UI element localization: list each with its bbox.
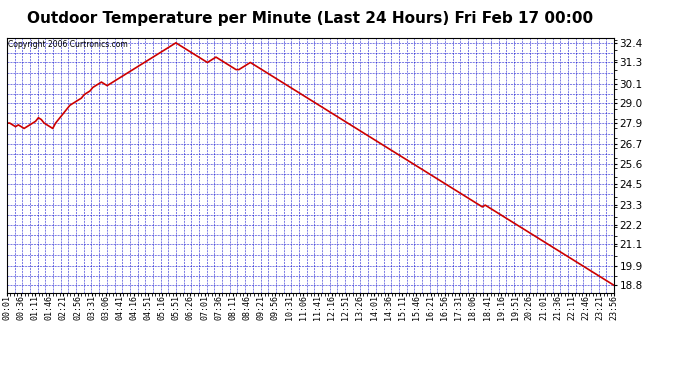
Text: Copyright 2006 Curtronics.com: Copyright 2006 Curtronics.com — [8, 40, 128, 49]
Text: Outdoor Temperature per Minute (Last 24 Hours) Fri Feb 17 00:00: Outdoor Temperature per Minute (Last 24 … — [28, 11, 593, 26]
